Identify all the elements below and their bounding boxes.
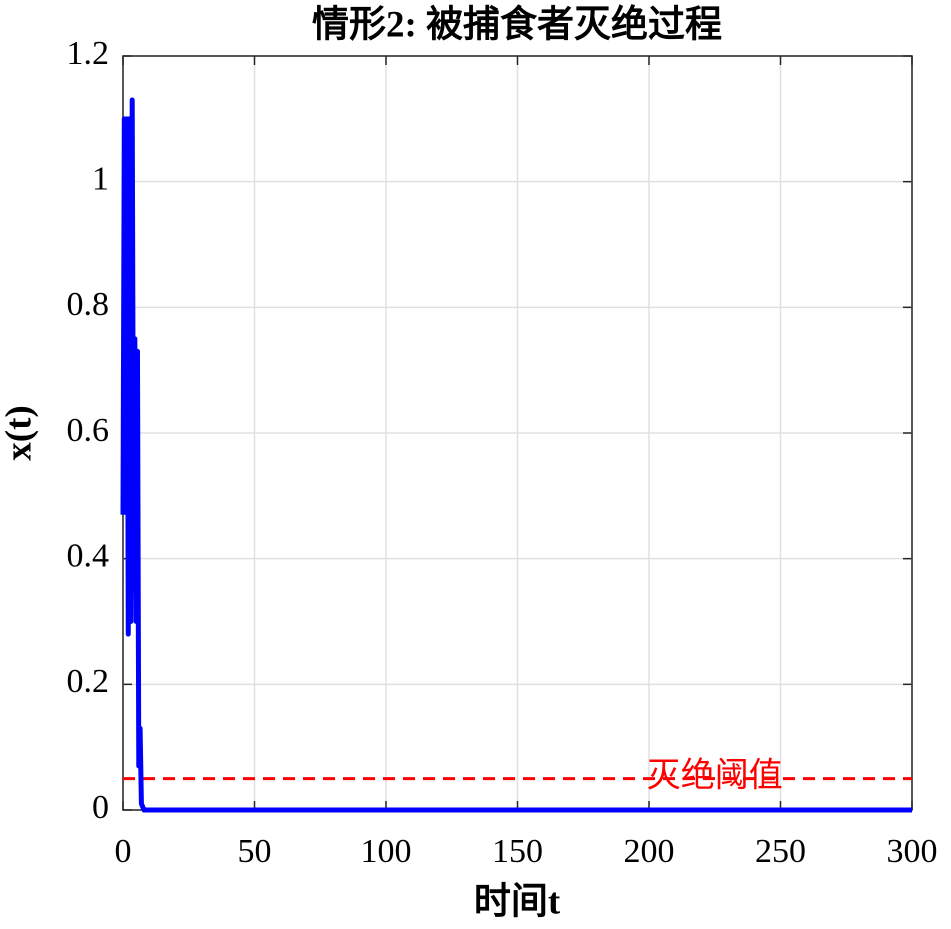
y-tick-label: 1 [92,160,109,197]
x-tick-label: 0 [115,833,132,870]
y-tick-label: 0 [92,789,109,826]
chart-title: 情形2: 被捕食者灭绝过程 [312,2,722,45]
x-tick-label: 200 [624,833,675,870]
y-axis-label: x(t) [0,405,39,460]
y-tick-label: 0.4 [67,537,110,574]
x-tick-label: 250 [755,833,806,870]
data-line [120,97,912,813]
x-axis-label: 时间t [474,880,561,922]
x-tick-label: 100 [361,833,412,870]
y-tick-label: 1.2 [67,35,110,72]
x-tick-label: 300 [887,833,938,870]
y-tick-label: 0.8 [67,286,110,323]
y-tick-label: 0.6 [67,412,110,449]
x-tick-label: 50 [238,833,272,870]
y-tick-label: 0.2 [67,663,110,700]
x-tick-label: 150 [492,833,543,870]
threshold-label: 灭绝阈值 [647,756,783,794]
